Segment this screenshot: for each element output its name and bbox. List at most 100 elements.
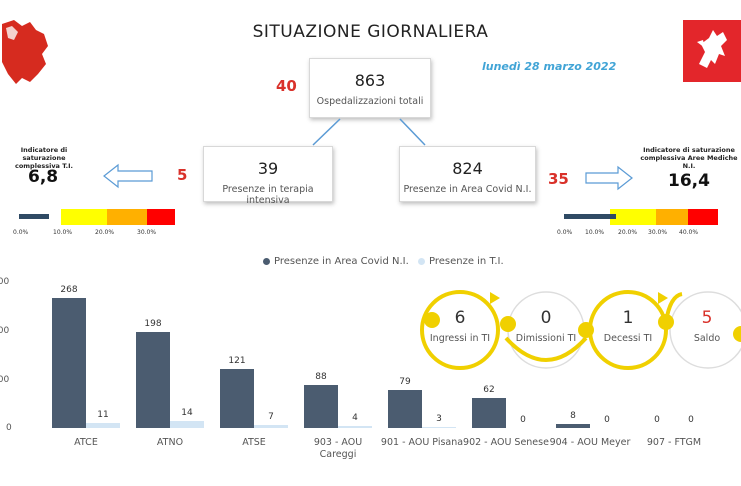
area-tick-3: 30.0% [648,229,668,236]
bar-area[interactable] [556,424,590,428]
gauge-band-orange [107,209,147,225]
bar-value-label: 7 [268,411,274,422]
flow-value-dimissioni: 0 [540,308,552,328]
gauge-band-yellow [610,209,656,225]
category-label: 901 - AOU Pisana [380,437,464,448]
ti-tick-2: 20.0% [95,229,115,236]
total-label: Ospedalizzazioni totali [316,96,424,107]
category-label: 903 - AOU Careggi [313,437,363,460]
flow-label-saldo: Saldo [693,333,721,344]
ti-delta: 5 [177,166,188,184]
indicator-ti-title-line2: complessiva T.I. [14,162,74,170]
bar-area[interactable] [388,389,422,428]
bar-area[interactable] [472,397,506,428]
bar-ti[interactable] [254,424,288,428]
legend-dot-area [263,257,270,265]
flow-ring-decessi [588,290,668,370]
bar-value-label: 268 [60,284,78,295]
area-tick-2: 20.0% [618,229,638,236]
flow-dot-2 [500,316,516,332]
bar-area[interactable] [220,369,254,428]
gauge-band-red [147,209,175,225]
legend-dot-ti [417,257,425,265]
area-label: Presenze in Area Covid N.I. [403,184,532,195]
ti-label: Presenze in terapia intensiva [222,184,314,206]
legend-label-ti: Presenze in T.I. [428,256,504,267]
arrow-left-icon [103,163,153,189]
bar-value-label: 4 [352,413,358,424]
area-delta: 35 [548,170,569,188]
bar-value-label: 88 [315,372,327,383]
category-label: ATSE [242,437,266,448]
bar-area[interactable] [304,385,338,428]
flow-value-saldo: 5 [701,308,713,328]
category-label: 904 - AOU Meyer [549,437,631,448]
pegasus-icon [697,30,727,68]
category-label: 907 - FTGM [646,437,702,448]
bar-value-label: 198 [144,318,162,329]
page-title: SITUAZIONE GIORNALIERA [252,22,489,42]
indicator-ti-title: Indicatore di saturazione complessiva T.… [0,146,88,170]
total-card: 863 Ospedalizzazioni totali [309,58,431,118]
flow-value-ingressi: 6 [454,308,466,328]
flow-ring-ingressi [420,290,500,370]
bar-value-label: 3 [436,413,442,424]
indicator-ti-gauge [19,209,175,225]
report-date: lunedì 28 marzo 2022 [482,60,617,73]
category-label: ATNO [156,437,184,448]
gauge-value-bar [564,214,616,219]
bar-value-label: 8 [570,411,576,422]
gauge-value-bar [19,214,49,219]
bar-value-label: 0 [520,415,526,425]
flow-value-decessi: 1 [622,308,634,328]
bar-value-label: 121 [228,356,246,367]
bar-value-label: 0 [654,415,660,425]
flow-dot-3 [578,322,594,338]
bar-value-label: 14 [181,408,193,419]
indicator-area-gauge [564,209,718,225]
gauge-band-red [688,209,718,225]
flow-ring-dimissioni [507,291,585,369]
indicator-ti-value: 6,8 [28,167,59,187]
bar-value-label: 79 [399,376,411,387]
area-value: 824 [452,159,483,178]
total-value: 863 [354,71,386,90]
ti-tick-3: 30.0% [137,229,157,236]
bar-ti[interactable] [86,422,120,428]
legend-label-area: Presenze in Area Covid N.I. [274,256,409,267]
indicator-area-title: Indicatore di saturazione complessiva Ar… [634,146,741,170]
arrow-right-icon [585,165,633,191]
ti-card: 39 Presenze in terapia intensiva [203,146,333,206]
indicator-area-title-line2: complessiva Aree Mediche N.I. [640,154,738,170]
ti-value: 39 [257,159,279,178]
bar-area[interactable] [136,331,170,428]
area-tick-0: 0.0% [557,229,573,236]
area-card: 824 Presenze in Area Covid N.I. [399,146,536,202]
bar-value-label: 11 [97,409,109,420]
legend-item-area[interactable]: Presenze in Area Covid N.I. [263,256,409,267]
y-tick-200: 200 [0,326,10,336]
chart-legend: Presenze in Area Covid N.I. Presenze in … [263,256,504,267]
y-tick-0: 0 [6,423,12,433]
region-flag-logo [683,20,741,82]
flow-ring-saldo [669,291,741,369]
bar-ti[interactable] [422,426,456,428]
area-tick-1: 10.0% [585,229,605,236]
y-tick-100: 100 [0,375,10,385]
legend-item-ti[interactable]: Presenze in T.I. [417,256,504,267]
category-label: ATCE [74,437,98,448]
flow-dot-1 [424,312,440,328]
bar-ti[interactable] [170,421,204,428]
indicator-ti-title-line1: Indicatore di saturazione [20,146,68,162]
flow-label-ingressi: Ingressi in TI [429,333,491,344]
bar-value-label: 62 [483,384,495,395]
area-tick-4: 40.0% [679,229,699,236]
gauge-band-orange [656,209,688,225]
flow-label-dimissioni: Dimissioni TI [515,333,577,344]
flow-diagram [420,290,741,370]
flow-dot-4 [658,314,674,330]
flow-arrowhead-1 [490,292,500,304]
bar-ti[interactable] [338,426,372,428]
bar-area[interactable] [52,297,86,428]
